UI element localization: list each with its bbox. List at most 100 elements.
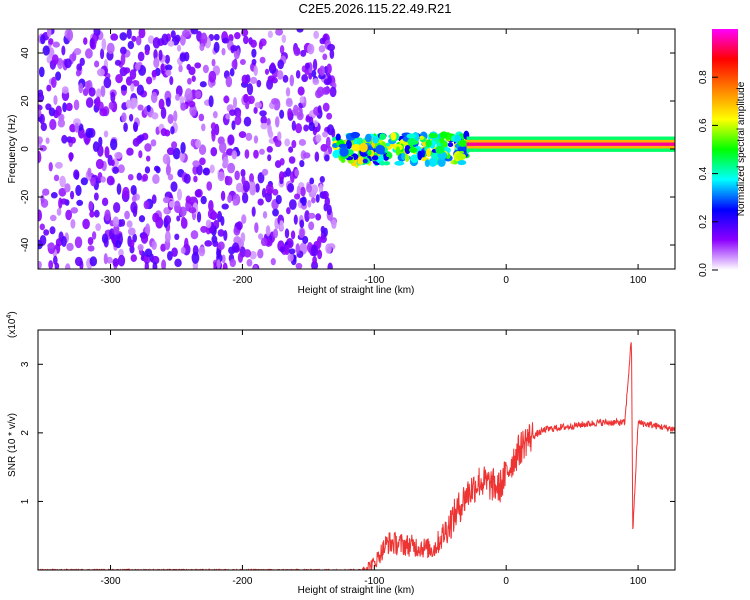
heatmap-cell (188, 66, 196, 76)
snr-y-tick-label: 2 (20, 430, 31, 436)
heatmap-cell (83, 37, 88, 45)
heatmap-cell (244, 149, 250, 159)
heatmap-cell (309, 177, 315, 185)
heatmap-cell (228, 34, 234, 42)
heatmap-cell (65, 102, 73, 112)
heatmap-cell (301, 74, 309, 83)
heatmap-cell (167, 114, 174, 125)
heatmap-cell (136, 84, 144, 96)
colorbar: 0.0 0.2 0.4 0.6 0.8 Normalized spectral ampl… (698, 29, 747, 277)
heatmap-cell (180, 102, 187, 111)
heatmap-cell (302, 152, 311, 159)
heatmap-cell (371, 155, 379, 161)
heatmap-cell (38, 136, 43, 144)
heatmap-cell (97, 68, 105, 77)
heatmap-cell (209, 164, 215, 174)
heatmap-cell (38, 104, 43, 111)
heatmap-cell (55, 71, 62, 81)
heatmap-cell (304, 62, 310, 70)
heatmap-cell (170, 30, 176, 39)
heatmap-cell (258, 233, 264, 240)
heatmap-cell (135, 35, 142, 46)
heatmap-cell (191, 251, 200, 264)
heatmap-cell (113, 202, 121, 213)
heatmap-cell (82, 88, 89, 97)
heatmap-cell (314, 151, 320, 162)
heatmap-cell (296, 111, 304, 121)
heatmap-cell (240, 232, 246, 243)
heatmap-cell (130, 83, 135, 92)
heatmap-cell (176, 44, 182, 52)
heatmap-cell (173, 110, 178, 122)
heatmap-cell (181, 216, 186, 226)
heatmap-cell (303, 124, 309, 132)
heatmap-cell (114, 152, 123, 159)
heatmap-cell (285, 87, 291, 97)
snr-x-tick-label: 0 (503, 576, 509, 587)
heatmap-cell (54, 161, 63, 169)
heatmap-cell (103, 77, 112, 89)
heatmap-cell (200, 32, 208, 45)
heatmap-cell (184, 88, 193, 100)
heatmap-cell (162, 153, 171, 165)
heatmap-cell (359, 142, 368, 153)
heatmap-cell (50, 192, 58, 199)
heatmap-cell (160, 63, 165, 75)
heatmap-cell (221, 203, 229, 210)
heatmap-cell (127, 227, 136, 236)
heatmap-cell (241, 74, 249, 85)
heatmap-cell (175, 93, 180, 101)
heatmap-cell (278, 171, 285, 182)
heatmap-cell (274, 139, 282, 148)
heatmap-cell (217, 171, 225, 182)
heatmap-cell (39, 234, 47, 246)
heatmap-cell (221, 47, 226, 56)
heatmap-cell (408, 147, 418, 154)
heatmap-cell (55, 105, 62, 116)
heatmap-cell (74, 122, 79, 133)
heatmap-cell (210, 147, 218, 157)
heatmap-cell (152, 261, 158, 269)
heatmap-cell (180, 246, 186, 254)
spectrogram-x-tick-label: 100 (630, 275, 647, 286)
heatmap-cell (291, 140, 297, 149)
heatmap-cell (103, 130, 109, 138)
spectrogram-y-tick-label: 0 (20, 146, 31, 152)
heatmap-cell (38, 93, 45, 103)
heatmap-cell (385, 142, 391, 147)
heatmap-cell (174, 258, 182, 268)
heatmap-cell (316, 238, 322, 249)
heatmap-cell (130, 184, 137, 196)
heatmap-cell (194, 189, 202, 198)
heatmap-cell (253, 264, 258, 269)
heatmap-cell (287, 182, 295, 193)
spectrogram-y-tick-label: -20 (20, 189, 31, 204)
heatmap-cell (167, 40, 175, 47)
heatmap-cell (443, 141, 448, 148)
heatmap-cell (164, 215, 172, 225)
heatmap-cell (176, 188, 183, 201)
heatmap-cell (308, 221, 315, 231)
snr-y-label: SNR (10 * v/v) (7, 413, 18, 477)
heatmap-cell (216, 259, 221, 269)
heatmap-cell (119, 32, 128, 41)
heatmap-cell (89, 256, 98, 267)
heatmap-cell (123, 67, 131, 74)
heatmap-cell (98, 136, 103, 147)
heatmap-cell (38, 260, 42, 269)
heatmap-cell (99, 48, 105, 60)
spectrogram-x-label: Height of straight line (km) (298, 285, 415, 296)
heatmap-cell (311, 69, 317, 78)
spectrogram-y-tick-label: 40 (20, 47, 31, 59)
heatmap-cell (199, 157, 206, 166)
heatmap-cell (222, 262, 228, 269)
colorbar-ticks: 0.0 0.2 0.4 0.6 0.8 (698, 70, 718, 277)
heatmap-cell (61, 45, 66, 56)
heatmap-cell (253, 149, 259, 159)
heatmap-cell (246, 259, 253, 267)
heatmap-cell (293, 193, 301, 200)
heatmap-cell (117, 254, 126, 267)
heatmap-cell (322, 53, 328, 61)
heatmap-cell (307, 199, 312, 208)
